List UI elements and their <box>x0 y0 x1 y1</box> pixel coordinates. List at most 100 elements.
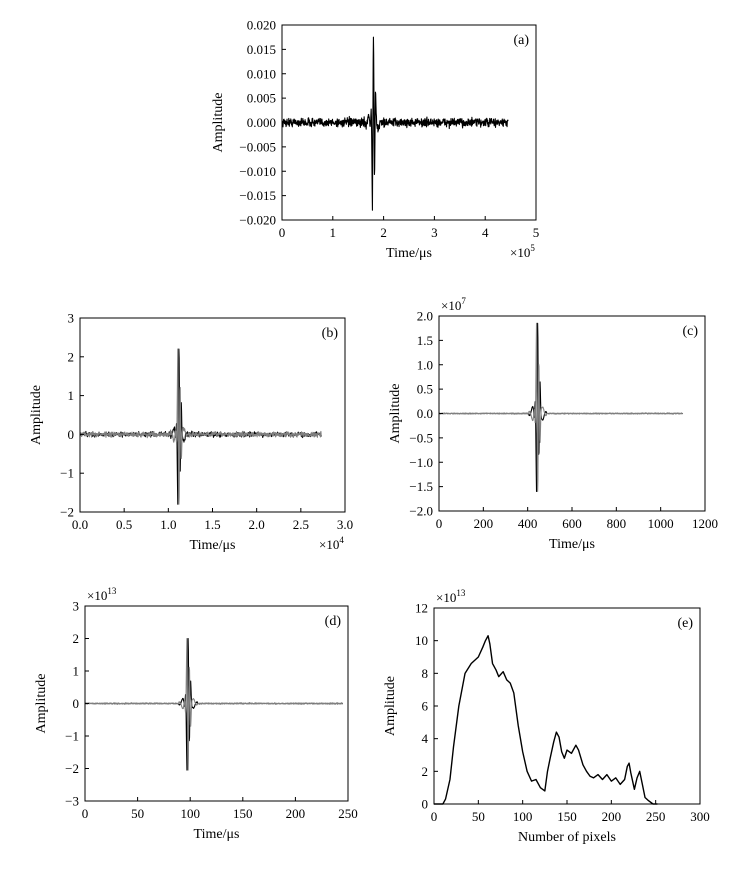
y-tick-label: 0.005 <box>247 91 276 106</box>
y-tick-label: 0.010 <box>247 66 276 81</box>
y-axis-multiplier: ×107 <box>441 296 466 313</box>
y-tick-label: −0.015 <box>239 188 276 203</box>
plot-frame <box>79 317 346 513</box>
y-tick-label: −0.5 <box>409 430 433 445</box>
series-line-1 <box>281 36 509 211</box>
series-layer <box>281 36 509 211</box>
series-line-1 <box>84 637 344 771</box>
x-tick-label: 2 <box>380 225 387 240</box>
panel-b: 0.0 0.5 1.0 1.5 2.0 2.5 3.0 −2 −1 0 1 2 3 ×104 (b) Ti… <box>29 311 353 554</box>
x-tick-label: 4 <box>482 225 489 240</box>
y-tick-label: −1 <box>60 466 74 481</box>
y-tick-label: 2 <box>68 349 75 364</box>
x-tick-label: 0 <box>82 806 89 821</box>
y-tick-label: −1 <box>65 729 79 744</box>
panel-label: (e) <box>677 616 693 631</box>
y-tick-label: 2 <box>422 764 429 779</box>
x-tick-label: 1.5 <box>204 517 220 532</box>
x-tick-label: 1 <box>330 225 337 240</box>
x-tick-label: 100 <box>180 806 200 821</box>
y-tick-label: 12 <box>415 601 428 616</box>
y-tick-label: 0.000 <box>247 115 276 130</box>
x-tick-label: 250 <box>646 809 666 824</box>
series-line-2 <box>438 322 684 493</box>
y-axis-label: Amplitude <box>34 674 49 734</box>
x-tick-label: 5 <box>533 225 540 240</box>
series-line-1 <box>438 322 684 493</box>
y-tick-label: 6 <box>422 699 429 714</box>
series-line-1 <box>79 348 322 505</box>
y-axis-label: Amplitude <box>388 384 403 444</box>
x-tick-label: 600 <box>562 516 582 531</box>
y-tick-label: 1 <box>73 664 80 679</box>
y-axis-label: Amplitude <box>29 385 44 445</box>
y-tick-label: −0.020 <box>239 213 276 228</box>
y-tick-label: 2.0 <box>417 309 433 324</box>
series-line-2 <box>79 348 322 505</box>
y-tick-label: 3 <box>73 599 80 614</box>
x-axis-label: Number of pixels <box>518 830 616 845</box>
tick-layer: 0 50 100 150 200 250 −3 −2 −1 0 1 2 3 ×1013 <box>65 586 358 821</box>
x-tick-label: 200 <box>286 806 306 821</box>
x-axis-multiplier: ×104 <box>319 535 344 552</box>
tick-layer: 0 50 100 150 200 250 300 0 2 4 6 8 10 12 ×1013 <box>415 588 710 824</box>
y-tick-label: 10 <box>415 633 428 648</box>
x-tick-label: 1000 <box>648 516 674 531</box>
x-tick-label: 2.5 <box>293 517 309 532</box>
series-layer <box>438 322 684 493</box>
y-tick-label: 3 <box>68 311 75 326</box>
x-tick-label: 0.5 <box>116 517 132 532</box>
panel-label: (b) <box>322 326 339 341</box>
y-tick-label: −2 <box>65 761 79 776</box>
x-axis-multiplier: ×105 <box>510 243 535 260</box>
panel-a: 0 1 2 3 4 5 −0.020 −0.015 −0.010 −0.005 0.000 0.005… <box>211 18 539 262</box>
panel-c: 0 200 400 600 800 1000 1200 −2.0 −1.5 −1.0 −0.5 0.0… <box>388 296 718 552</box>
y-tick-label: −0.005 <box>239 139 276 154</box>
y-tick-label: 0 <box>422 797 429 812</box>
x-axis-label: Time/μs <box>386 246 432 261</box>
x-tick-label: 0.0 <box>72 517 88 532</box>
panel-label: (c) <box>682 324 698 339</box>
x-tick-label: 150 <box>233 806 253 821</box>
x-tick-label: 200 <box>474 516 494 531</box>
y-tick-label: −2.0 <box>409 504 433 519</box>
x-tick-label: 0 <box>436 516 443 531</box>
x-tick-label: 3.0 <box>337 517 353 532</box>
y-tick-label: −0.010 <box>239 164 276 179</box>
x-tick-label: 2.0 <box>249 517 265 532</box>
y-tick-label: −3 <box>65 794 79 809</box>
y-tick-label: −1.5 <box>409 479 433 494</box>
y-tick-label: 4 <box>422 731 429 746</box>
series-layer <box>79 348 322 505</box>
y-tick-label: 0.5 <box>417 382 433 397</box>
y-axis-multiplier: ×1013 <box>436 588 466 605</box>
x-axis-label: Time/μs <box>190 538 236 553</box>
y-tick-label: 8 <box>422 666 429 681</box>
series-layer <box>434 635 658 805</box>
x-tick-label: 250 <box>338 806 358 821</box>
y-tick-label: 0.0 <box>417 406 433 421</box>
x-tick-label: 400 <box>518 516 538 531</box>
y-axis-label: Amplitude <box>383 676 398 736</box>
y-tick-label: 0.015 <box>247 42 276 57</box>
x-tick-label: 200 <box>602 809 622 824</box>
series-layer <box>84 637 344 771</box>
x-tick-label: 1.0 <box>160 517 176 532</box>
x-tick-label: 0 <box>279 225 286 240</box>
x-axis-label: Time/μs <box>194 827 240 842</box>
x-tick-label: 1200 <box>692 516 718 531</box>
y-tick-label: −1.0 <box>409 455 433 470</box>
tick-layer: 0.0 0.5 1.0 1.5 2.0 2.5 3.0 −2 −1 0 1 2 3 ×104 <box>60 311 353 553</box>
panel-d: 0 50 100 150 200 250 −3 −2 −1 0 1 2 3 ×1013 (d) Time/… <box>34 586 358 842</box>
x-tick-label: 300 <box>690 809 710 824</box>
series-line-1 <box>434 635 658 805</box>
y-tick-label: 1.5 <box>417 333 433 348</box>
y-tick-label: −2 <box>60 505 74 520</box>
y-tick-label: 1.0 <box>417 357 433 372</box>
y-tick-label: 1 <box>68 388 75 403</box>
x-tick-label: 100 <box>513 809 533 824</box>
y-tick-label: 2 <box>73 631 80 646</box>
x-tick-label: 800 <box>607 516 627 531</box>
x-tick-label: 3 <box>431 225 438 240</box>
